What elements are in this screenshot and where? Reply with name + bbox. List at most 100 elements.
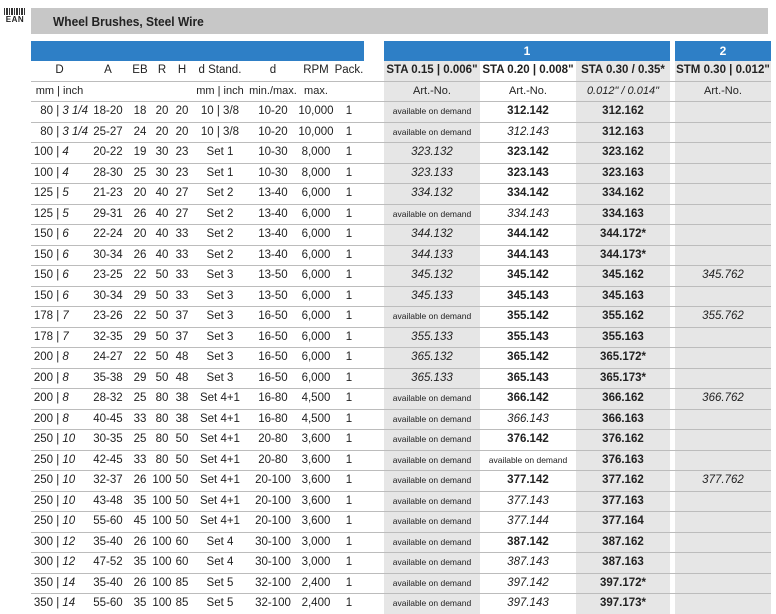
cell-r: 40 [151,244,172,266]
cell-pack: 1 [333,121,364,143]
cell-rpm: 2,400 [297,593,334,614]
cell-h: 33 [171,244,192,266]
cell-sta030: 365.173* [575,367,670,388]
cell-sta015: 365.132 [383,347,480,368]
table-row: 100 | 4 28-30 25 30 23 Set 1 10-30 8,000 1 323.13… [31,162,771,184]
cell-d-range: 16-50 [247,306,298,327]
cell-stm030 [674,367,771,388]
cell-gap [363,347,384,368]
cell-r: 20 [151,121,172,143]
cell-d-range: 13-40 [247,224,298,245]
cell-gap [363,224,384,245]
cell-d-stand: Set 4+1 [191,429,248,450]
cell-sta020: 334.142 [479,183,576,204]
cell-sta030: 344.172* [575,224,670,245]
col-eb: EB [127,61,152,81]
cell-pack: 1 [333,306,364,327]
cell-d: 125 | 5 [31,203,88,225]
cell-d-stand: Set 2 [191,224,248,245]
cell-d-range: 20-100 [247,511,298,532]
cell-a: 18-20 [87,101,128,122]
cell-stm030 [674,552,771,573]
cell-h: 50 [171,429,192,450]
cell-h: 50 [171,511,192,532]
table-row: 150 | 6 23-25 22 50 33 Set 3 13-50 6,000 1 345.13… [31,265,771,286]
cell-r: 80 [151,408,172,430]
cell-d-range: 30-100 [247,552,298,573]
cell-rpm: 6,000 [297,367,334,389]
cell-r: 50 [151,347,172,368]
cell-r: 100 [151,511,172,532]
cell-r: 50 [151,285,172,307]
cell-d-stand: Set 1 [191,142,248,163]
cell-sta015: 344.132 [383,224,480,245]
cell-d-mm: 100 [33,146,53,159]
table-row: 250 | 10 30-35 25 80 50 Set 4+1 20-80 3,600 1 ava… [31,429,771,450]
cell-a: 23-25 [87,265,128,286]
cell-stm030 [674,326,771,347]
cell-sta015: available on demand [383,121,480,142]
cell-eb: 22 [127,265,152,286]
cell-r: 40 [151,203,172,225]
cell-sta015: available on demand [383,449,480,470]
cell-a: 35-40 [87,572,128,594]
cell-sta015: available on demand [383,203,480,224]
cell-sta015: available on demand [383,470,480,491]
cell-sta030: 312.163 [575,121,670,142]
table-row: 150 | 6 30-34 26 40 33 Set 2 13-40 6,000 1 344.13… [31,244,771,266]
cell-d-range: 13-40 [247,203,298,225]
cell-pack: 1 [333,224,364,245]
cell-sta030: 365.172* [575,347,670,368]
cell-rpm: 3,600 [297,511,334,532]
cell-sta020: 355.143 [479,326,576,348]
cell-sta020: 365.142 [479,347,576,368]
cell-a: 32-35 [87,326,128,348]
cell-d-inch: 6 [62,248,69,261]
cell-d: 100 | 4 [31,162,88,184]
cell-gap [669,408,675,429]
cell-stm030 [674,203,771,224]
cell-d-inch: 3 1/4 [62,105,88,118]
cell-eb: 20 [127,224,152,245]
cell-stm030 [674,121,771,142]
cell-eb: 35 [127,552,152,573]
cell-sta030: 377.162 [575,470,670,491]
cell-r: 100 [151,552,172,573]
cell-gap [363,203,384,224]
cell-a: 32-37 [87,470,128,491]
cell-sta015: available on demand [383,572,480,593]
cell-d-stand: Set 3 [191,285,248,307]
table-body: 80 | 3 1/4 18-20 18 20 20 10 | 3/8 10-20 10,000… [31,101,771,614]
cell-sta020: 377.143 [479,490,576,512]
cell-sta020: 376.142 [479,429,576,450]
table-row: 100 | 4 20-22 19 30 23 Set 1 10-30 8,000 1 323.13… [31,142,771,163]
col-pack: Pack. [333,61,364,81]
cell-sta030: 312.162 [575,101,670,122]
cell-d: 200 | 8 [31,408,88,430]
cell-eb: 19 [127,142,152,163]
cell-rpm: 4,500 [297,408,334,430]
cell-gap [669,490,675,511]
cell-rpm: 8,000 [297,142,334,163]
cell-h: 50 [171,490,192,512]
cell-rpm: 10,000 [297,121,334,143]
col-sta015: STA 0.15 | 0.006" [383,61,480,81]
cell-gap [669,347,675,368]
cell-gap [363,449,384,470]
cell-r: 100 [151,572,172,594]
cell-pack: 1 [333,408,364,430]
cell-d: 80 | 3 1/4 [31,101,88,122]
cell-d-stand: Set 3 [191,265,248,286]
cell-stm030: 355.762 [674,306,771,327]
cell-gap [669,203,675,224]
cell-sta015: available on demand [383,531,480,552]
sub-rpm: max. [297,80,334,101]
cell-d-inch: 10 [62,515,76,528]
cell-d-range: 32-100 [247,593,298,614]
cell-d-mm: 250 [33,433,53,446]
cell-gap [669,142,675,163]
cell-a: 28-30 [87,162,128,184]
col-a: A [87,61,128,81]
sub-stm030: Art.-No. [674,80,771,101]
cell-d-inch: 14 [62,597,76,610]
